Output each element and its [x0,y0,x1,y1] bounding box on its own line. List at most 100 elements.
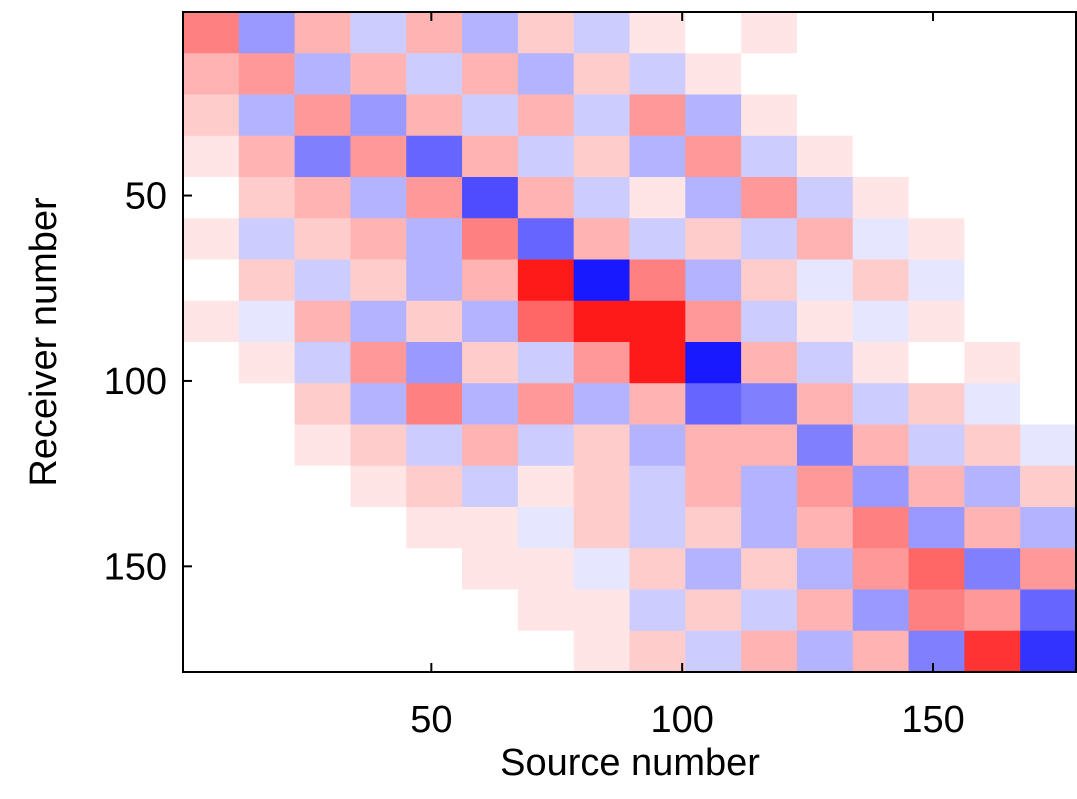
heatmap-cell [1020,424,1077,467]
heatmap-cell [238,300,296,343]
heatmap-cell [462,135,519,178]
heatmap-cell [908,342,965,384]
heatmap-cell [294,342,351,384]
heatmap-cell [294,465,351,508]
heatmap-cell [462,342,519,384]
heatmap-cell [238,424,296,467]
heatmap-cell [852,548,910,590]
heatmap-cell [238,12,296,54]
heatmap-cell [1020,507,1077,549]
heatmap-cell [517,135,575,178]
heatmap-cell [462,630,519,673]
heatmap-cell [350,548,407,590]
heatmap-cell [406,548,463,590]
heatmap-cell [350,424,407,467]
heatmap-cell [741,383,798,425]
heatmap-cell [294,589,351,632]
heatmap-cell [350,135,407,178]
heatmap-cell [183,177,240,219]
heatmap-cell [517,342,575,384]
heatmap-cell [908,383,965,425]
heatmap-cell [238,507,296,549]
heatmap-cell [294,177,351,219]
heatmap-cell [294,12,351,54]
heatmap-cell [350,12,407,54]
heatmap-cell [294,507,351,549]
heatmap-cell [517,177,575,219]
heatmap-cell [238,259,296,302]
heatmap-cell [908,259,965,302]
heatmap-cell [964,465,1021,508]
heatmap-cell [796,218,854,260]
heatmap-cell [1020,12,1077,54]
heatmap-cell [462,12,519,54]
heatmap-cell [350,94,407,137]
heatmap-cell [796,259,854,302]
heatmap-cell [183,94,240,137]
heatmap-cell [629,135,686,178]
heatmap-cell [573,424,630,467]
heatmap-cell [517,424,575,467]
y-axis-title: Receiver number [23,197,65,487]
heatmap-cell [517,12,575,54]
heatmap-cell [964,589,1021,632]
heatmap-cell [238,53,296,95]
heatmap-cell [852,630,910,673]
heatmap-cell [741,135,798,178]
heatmap-cell [685,465,742,508]
heatmap-cell [573,507,630,549]
heatmap-cell [294,94,351,137]
heatmap-cell [406,630,463,673]
heatmap-cell [796,94,854,137]
heatmap-cell [406,465,463,508]
heatmap-cell [852,424,910,467]
heatmap-cell [462,548,519,590]
heatmap-cell [238,342,296,384]
heatmap-cell [685,177,742,219]
heatmap-cell [238,135,296,178]
heatmap-cell [908,300,965,343]
heatmap-cell [964,177,1021,219]
heatmap-cell [1020,383,1077,425]
heatmap-cell [741,177,798,219]
heatmap-cell [629,424,686,467]
heatmap-cell [1020,630,1077,673]
heatmap-cell [294,53,351,95]
heatmap-cell [629,630,686,673]
heatmap-cell [1020,300,1077,343]
heatmap-cell [573,94,630,137]
heatmap-cell [908,548,965,590]
heatmap-cell [852,465,910,508]
heatmap-cell [517,465,575,508]
heatmap-cell [183,548,240,590]
heatmap-cell [406,383,463,425]
heatmap-cell [350,300,407,343]
heatmap-cell [796,342,854,384]
heatmap-cell [183,300,240,343]
heatmap-cell [796,177,854,219]
heatmap-cell [964,12,1021,54]
heatmap-cell [685,12,742,54]
heatmap-cell [852,300,910,343]
heatmap-cell [350,465,407,508]
y-tick-label: 100 [104,361,167,403]
heatmap-cell [238,177,296,219]
heatmap-cell [406,218,463,260]
heatmap-cell [796,53,854,95]
heatmap-cell [294,135,351,178]
heatmap-cell [796,424,854,467]
heatmap-cell [908,589,965,632]
heatmap-cell [294,383,351,425]
heatmap-cell [629,177,686,219]
heatmap-cell [741,300,798,343]
heatmap-cell [796,589,854,632]
y-tick-label: 50 [125,176,167,218]
heatmap-cell [517,218,575,260]
heatmap-cell [183,507,240,549]
heatmap-cell [796,135,854,178]
heatmap-cell [741,342,798,384]
heatmap-cell [238,94,296,137]
heatmap-cell [796,300,854,343]
heatmap-cell [741,465,798,508]
heatmap-cell [685,94,742,137]
